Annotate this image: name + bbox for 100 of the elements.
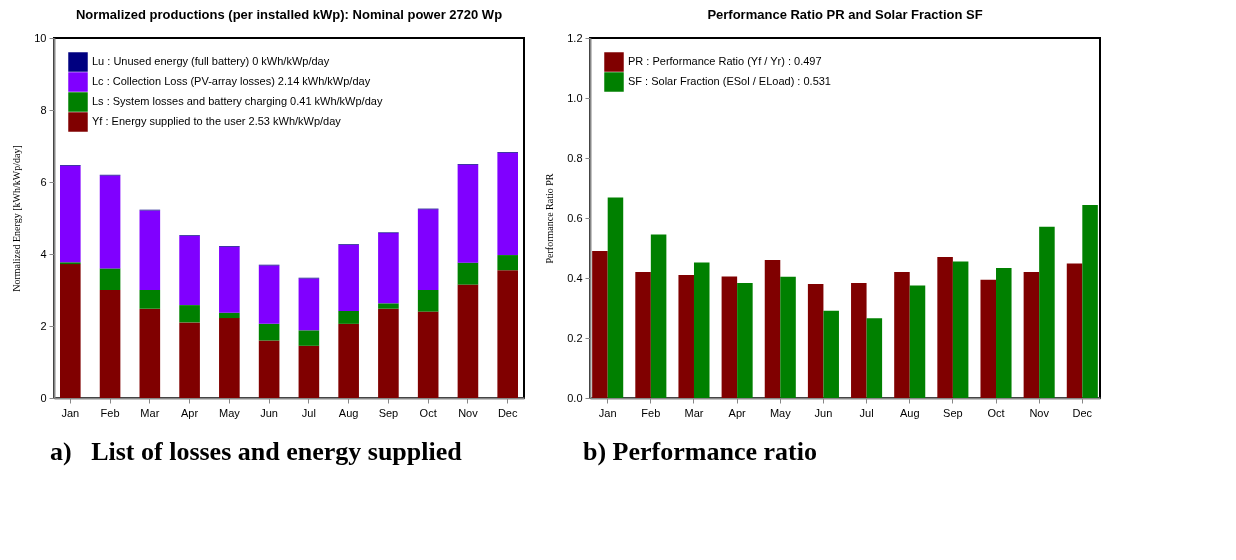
- y-tick-label: 1.2: [567, 31, 583, 44]
- bar: [298, 330, 320, 346]
- x-tick-label: May: [218, 406, 241, 419]
- bar: [179, 322, 200, 398]
- x-tick-label: Jun: [814, 406, 833, 419]
- bar: [996, 268, 1012, 398]
- bar: [219, 312, 240, 319]
- bar: [60, 264, 81, 398]
- bar: [179, 236, 200, 306]
- bar: [338, 245, 359, 311]
- y-tick-label: 0.2: [567, 331, 583, 344]
- x-tick-label: Sep: [943, 406, 963, 419]
- x-tick-label: Dec: [1072, 406, 1093, 419]
- bar: [592, 251, 608, 398]
- x-tick-label: Apr: [728, 406, 747, 419]
- bar: [1039, 226, 1055, 398]
- legend-label: Lc : Collection Loss (PV-array losses) 2.14 kWh/kWp/day: [92, 75, 371, 87]
- y-tick-label: 0.4: [567, 271, 583, 284]
- bar: [894, 272, 910, 398]
- x-tick-label: Feb: [641, 406, 661, 419]
- bar: [952, 261, 969, 398]
- x-tick-label: Mar: [684, 406, 704, 419]
- x-tick-label: Dec: [497, 406, 518, 419]
- bar: [258, 323, 280, 341]
- legend-label: Ls : System losses and battery charging 0.41 kWh/kWp/day: [92, 95, 383, 107]
- bar: [298, 278, 320, 331]
- bar: [823, 310, 839, 398]
- y-axis-title: Performance Ratio PR: [544, 173, 556, 264]
- bar: [635, 272, 651, 398]
- x-tick-label: Mar: [140, 406, 160, 419]
- bar: [417, 290, 439, 312]
- x-tick-label: Oct: [987, 406, 1005, 419]
- bar: [378, 303, 399, 309]
- bar: [139, 210, 161, 290]
- x-tick-label: May: [769, 406, 792, 419]
- x-tick-label: Nov: [458, 406, 479, 419]
- y-tick-label: 0: [40, 391, 47, 404]
- chart-title: Performance Ratio PR and Solar Fraction SF: [707, 7, 983, 22]
- bar: [60, 165, 81, 263]
- chart-title: Normalized productions (per installed kWp): Nominal power 2720 Wp: [75, 7, 503, 22]
- bar: [457, 262, 479, 285]
- x-tick-label: Aug: [899, 406, 920, 419]
- y-tick-label: 1.0: [567, 91, 583, 104]
- bar: [693, 262, 710, 398]
- y-tick-label: 0.6: [567, 211, 583, 224]
- legend-label: PR : Performance Ratio (Yf / Yr) : 0.497: [628, 55, 822, 67]
- bar: [179, 305, 200, 323]
- bar: [417, 209, 439, 290]
- y-tick-label: 6: [40, 175, 47, 188]
- y-tick-label: 0.0: [567, 391, 583, 404]
- y-tick-label: 4: [40, 247, 47, 260]
- bar: [607, 197, 624, 398]
- bar: [737, 283, 753, 398]
- bar: [851, 283, 867, 398]
- bar: [298, 345, 320, 398]
- bar: [457, 284, 479, 398]
- x-tick-label: Feb: [100, 406, 120, 419]
- x-tick-label: Nov: [1029, 406, 1050, 419]
- bar: [457, 164, 479, 263]
- bar: [417, 311, 439, 398]
- x-tick-label: Jan: [598, 406, 617, 419]
- y-tick-label: 2: [40, 319, 47, 332]
- bar: [1082, 205, 1098, 398]
- legend-label: Lu : Unused energy (full battery) 0 kWh/kWp/day: [92, 55, 330, 67]
- x-tick-label: Aug: [338, 406, 359, 419]
- bar: [219, 246, 240, 313]
- text: b) Performance ratio: [583, 437, 818, 467]
- bar: [764, 260, 781, 398]
- bar: [378, 233, 399, 304]
- bar: [909, 285, 926, 398]
- bar: [650, 234, 667, 398]
- x-tick-label: Apr: [181, 406, 199, 419]
- bar: [139, 308, 161, 398]
- text: a) List of losses and energy supplied: [50, 437, 463, 467]
- legend-label: SF : Solar Fraction (ESol / ELoad) : 0.531: [628, 75, 831, 87]
- bar: [497, 270, 518, 398]
- x-tick-label: Jul: [301, 406, 316, 419]
- x-tick-label: Jan: [61, 406, 80, 419]
- bar: [1066, 263, 1083, 398]
- bar: [780, 276, 796, 398]
- y-tick-label: 0.8: [567, 151, 583, 164]
- bar: [219, 318, 240, 398]
- bar: [497, 152, 518, 256]
- x-tick-label: Jun: [260, 406, 278, 419]
- bar: [99, 290, 121, 398]
- bar: [980, 279, 997, 398]
- bar: [937, 257, 953, 398]
- bar: [497, 255, 518, 271]
- x-tick-label: Jul: [859, 406, 874, 419]
- bar: [807, 284, 824, 398]
- y-tick-label: 8: [40, 103, 47, 116]
- bar: [338, 310, 359, 324]
- y-tick-label: 10: [34, 31, 47, 44]
- bar: [139, 290, 161, 309]
- bar: [378, 308, 399, 398]
- bar: [258, 265, 280, 324]
- x-tick-label: Sep: [378, 406, 399, 419]
- legend-label: Yf : Energy supplied to the user 2.53 kWh/kWp/day: [92, 115, 342, 127]
- x-tick-label: Oct: [419, 406, 437, 419]
- bar: [678, 275, 694, 398]
